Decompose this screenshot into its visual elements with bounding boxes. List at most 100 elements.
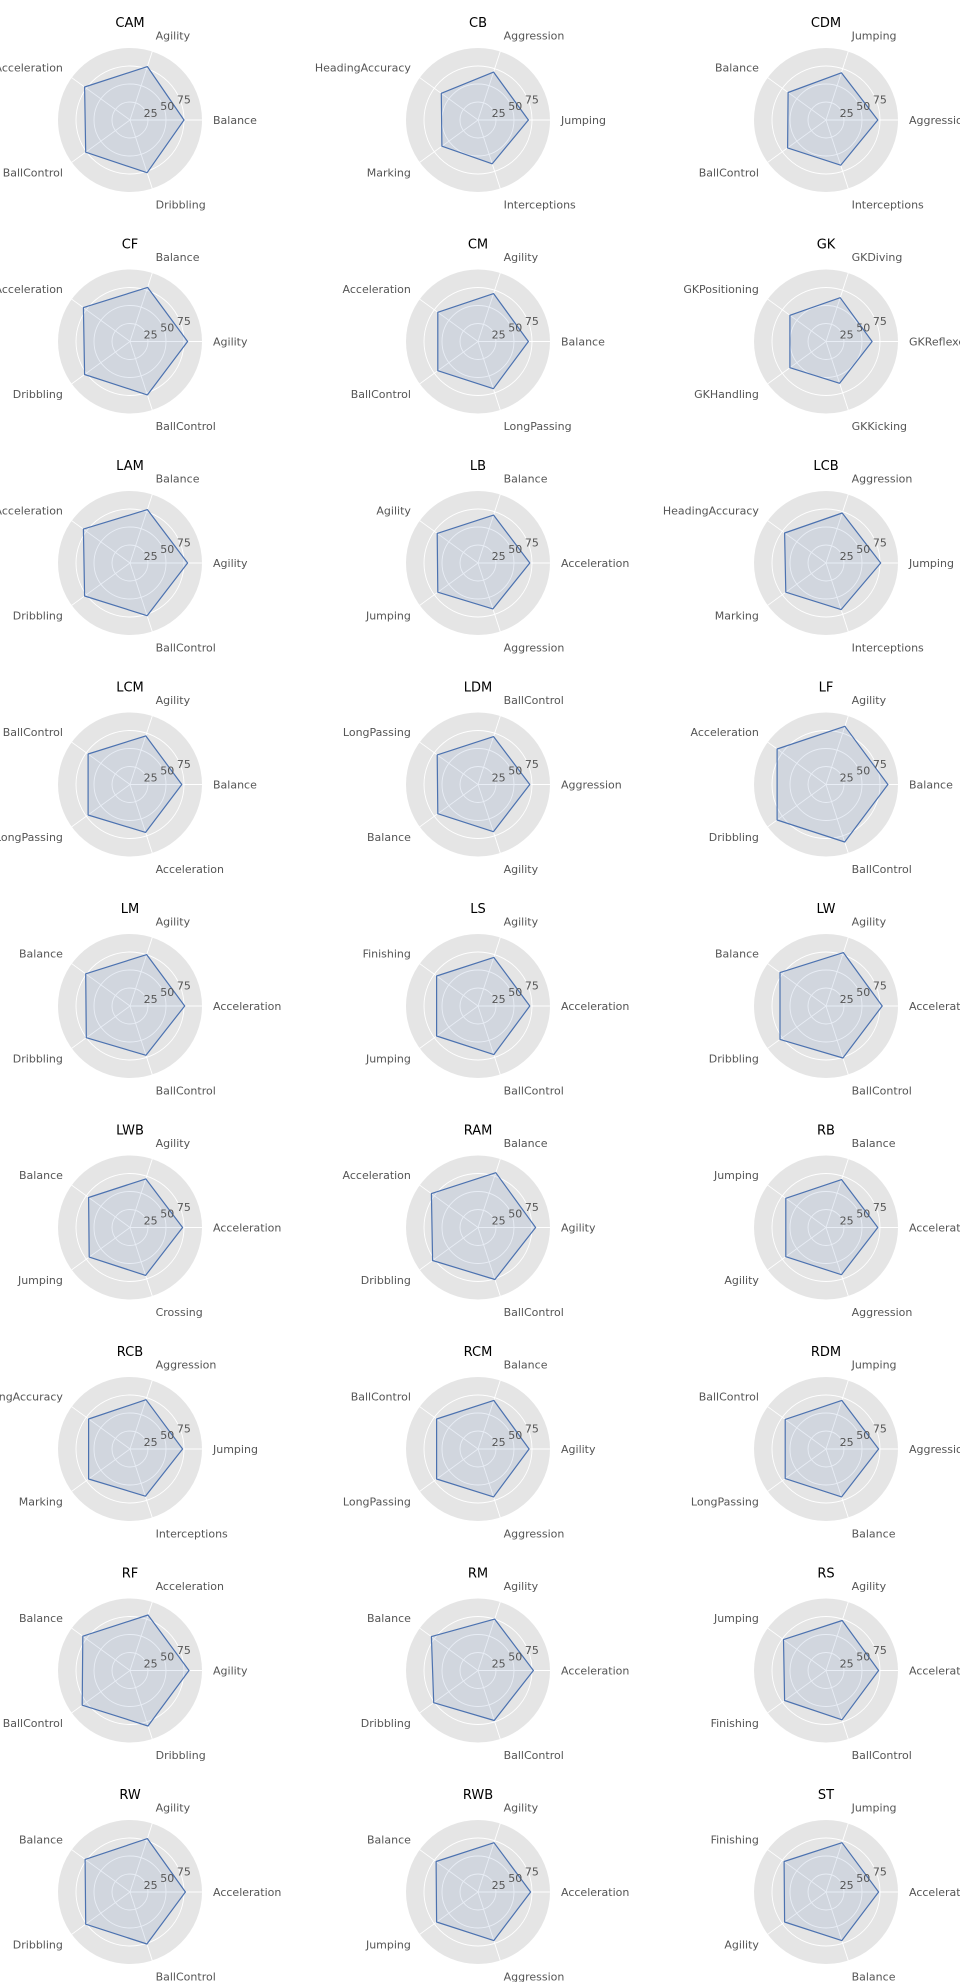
radar-series-area — [436, 514, 531, 610]
axis-label: Balance — [156, 251, 200, 264]
axis-label: Agility — [156, 29, 191, 42]
axis-label: Dribbling — [13, 609, 63, 622]
radial-tick-label: 50 — [508, 1429, 522, 1442]
axis-label: Aggression — [504, 1528, 565, 1541]
radial-tick-label: 50 — [508, 543, 522, 556]
spoke-gridline — [71, 1627, 131, 1671]
radial-tick-label: 50 — [856, 986, 870, 999]
axis-label: LongPassing — [343, 726, 411, 739]
axis-label: Agility — [724, 1938, 759, 1951]
radial-tick-label: 75 — [525, 1644, 539, 1657]
radar-series-area — [430, 1618, 535, 1722]
axis-label: BallControl — [156, 420, 216, 433]
spoke-gridline — [71, 1005, 131, 1049]
spoke-gridline — [71, 1406, 131, 1450]
spoke-gridline — [419, 298, 479, 342]
spoke-gridline — [129, 494, 153, 564]
spoke-gridline — [477, 1823, 501, 1893]
spoke-gridline — [825, 937, 849, 1007]
axis-label: LongPassing — [343, 1495, 411, 1508]
spoke-gridline — [71, 1448, 131, 1492]
radar-series-area — [87, 1399, 184, 1497]
chart-title: RS — [817, 1567, 834, 1582]
radial-tick-label: 75 — [525, 1201, 539, 1214]
radar-series-area — [437, 293, 530, 390]
axis-label: Agility — [213, 336, 248, 349]
spoke-gridline — [419, 1406, 479, 1450]
chart-title: RCM — [464, 1345, 493, 1360]
spoke-gridline — [825, 1601, 849, 1671]
radial-tick-label: 25 — [492, 1436, 506, 1449]
axis-label: Acceleration — [561, 1886, 629, 1899]
radial-tick-label: 25 — [144, 1879, 158, 1892]
radar-series-area — [84, 1837, 186, 1945]
spoke-gridline — [825, 1670, 849, 1740]
axis-label: BallControl — [852, 863, 912, 876]
spoke-gridline — [419, 77, 479, 121]
radial-tick-label: 25 — [840, 993, 854, 1006]
radial-tick-label: 75 — [177, 1201, 191, 1214]
axis-label: Dribbling — [709, 831, 759, 844]
spoke-gridline — [767, 963, 827, 1007]
radial-tick-label: 25 — [492, 1658, 506, 1671]
radar-series-area — [783, 1842, 880, 1942]
radial-tick-label: 25 — [840, 329, 854, 342]
radial-tick-label: 50 — [160, 1872, 174, 1885]
axis-label: Agility — [213, 557, 248, 570]
axis-label: Marking — [367, 166, 411, 179]
radial-tick-label: 75 — [873, 979, 887, 992]
axis-label: Finishing — [711, 1717, 759, 1730]
axis-label: Agility — [504, 863, 539, 876]
radar-series-area — [784, 1399, 880, 1498]
spoke-gridline — [825, 1448, 849, 1518]
spoke-gridline — [767, 341, 827, 385]
axis-label: Balance — [19, 1169, 63, 1182]
axis-label: Agility — [213, 1665, 248, 1678]
spoke-gridline — [477, 341, 501, 411]
axis-label: Dribbling — [361, 1717, 411, 1730]
spoke-gridline — [71, 77, 131, 121]
axis-label: Agility — [561, 1222, 596, 1235]
radial-tick-label: 50 — [160, 543, 174, 556]
radial-tick-label: 25 — [144, 107, 158, 120]
axis-label: Agility — [376, 505, 411, 518]
radial-tick-label: 75 — [177, 1644, 191, 1657]
radial-tick-label: 50 — [508, 322, 522, 335]
axis-label: BallControl — [156, 1085, 216, 1098]
radial-tick-label: 25 — [492, 550, 506, 563]
axis-label: Jumping — [851, 1801, 897, 1814]
axis-label: GKPositioning — [683, 283, 759, 296]
radial-tick-label: 75 — [873, 315, 887, 328]
axis-label: LongPassing — [691, 1495, 759, 1508]
radial-tick-label: 25 — [144, 772, 158, 785]
spoke-gridline — [419, 1227, 479, 1271]
axis-label: Aggression — [156, 1358, 217, 1371]
spoke-gridline — [767, 1670, 827, 1714]
spoke-gridline — [129, 119, 153, 189]
radial-tick-label: 25 — [492, 1879, 506, 1892]
radial-tick-label: 75 — [525, 758, 539, 771]
radial-tick-label: 25 — [840, 1215, 854, 1228]
axis-label: GKKicking — [852, 420, 907, 433]
radial-tick-label: 50 — [856, 543, 870, 556]
spoke-gridline — [767, 1448, 827, 1492]
axis-label: Agility — [852, 915, 887, 928]
axis-label: Balance — [715, 62, 759, 75]
radial-tick-label: 75 — [525, 979, 539, 992]
radar-series-area — [82, 286, 189, 396]
spoke-gridline — [825, 1158, 849, 1228]
radar-series-area — [436, 1399, 530, 1498]
radar-series-area — [782, 1619, 880, 1721]
radial-tick-label: 75 — [873, 758, 887, 771]
spoke-gridline — [477, 1005, 501, 1075]
spoke-gridline — [477, 51, 501, 121]
axis-label: BallControl — [504, 1306, 564, 1319]
axis-label: BallControl — [504, 1749, 564, 1762]
